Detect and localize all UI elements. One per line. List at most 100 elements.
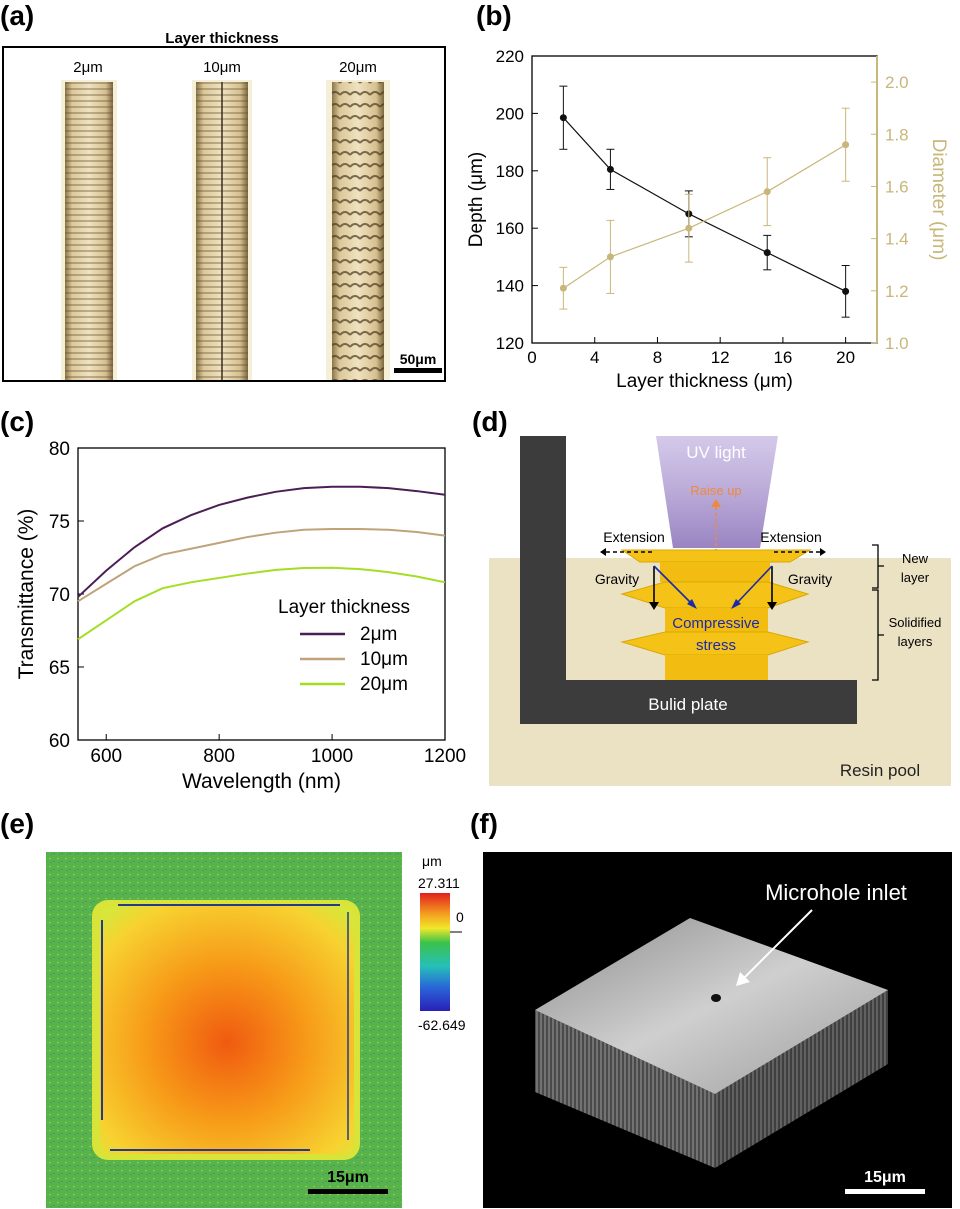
chart-c-xtick-label: 800: [203, 746, 235, 767]
chart-b-ytick-label: 140: [496, 277, 524, 296]
new-label: New: [902, 551, 929, 566]
chart-b-point-diameter: [606, 253, 614, 261]
chart-b-point-diameter: [763, 188, 771, 196]
col-label-20um: 20μm: [339, 59, 377, 76]
resin-pool-label: Resin pool: [840, 761, 920, 780]
chart-b-y2tick-label: 1.6: [885, 177, 909, 196]
scalebar-f-label: 15μm: [864, 1169, 906, 1186]
chart-c-xtick-label: 1000: [311, 746, 353, 767]
chart-b-point-depth: [842, 287, 850, 295]
scalebar-e: [308, 1189, 388, 1194]
chart-b-xtick-label: 12: [711, 348, 730, 367]
gravity-right-arrowhead: [767, 602, 777, 610]
block-top-face: [535, 918, 888, 1094]
compressive-label: Compressive: [672, 615, 760, 632]
block-right-face: [715, 990, 888, 1168]
scalebar-e-label: 15μm: [327, 1169, 369, 1186]
chart-c-xtick-label: 1200: [424, 746, 466, 767]
new-layer: [620, 549, 812, 563]
chart-c-ytick-label: 60: [49, 731, 70, 752]
chart-c-ytick-label: 70: [49, 585, 70, 606]
build-plate-label: Bulid plate: [648, 695, 727, 714]
chart-c-line-10μm: [77, 528, 446, 603]
panel-e-heightmap: 15μm μm 27.311 0 -62.649: [46, 852, 466, 1208]
panel-d-schematic: Bulid plate Resin pool UV light Raise up…: [489, 436, 951, 786]
build-plate: [520, 436, 857, 724]
gravity-right-label: Gravity: [788, 571, 832, 587]
col-label-10um: 10μm: [203, 59, 241, 76]
chart-b-ytick-label: 180: [496, 162, 524, 181]
stress-right-arrow: [735, 565, 773, 605]
chart-b-point-diameter: [685, 224, 693, 232]
brace-solidified: [872, 589, 884, 681]
extension-left-arrowhead: [600, 548, 606, 556]
extension-left-label: Extension: [603, 529, 664, 545]
colorbar-max: 27.311: [418, 875, 460, 891]
chart-b-line-diameter: [563, 144, 846, 289]
chart-c-legend-label: 2μm: [360, 624, 397, 645]
chart-b-xtick-label: 16: [773, 348, 792, 367]
extension-right-arrowhead: [820, 548, 826, 556]
chart-b-y2tick-label: 2.0: [885, 73, 909, 92]
brace-new-layer: [872, 544, 884, 589]
extension-right-label: Extension: [760, 529, 821, 545]
stress-label: stress: [696, 637, 736, 654]
panel-label-a: (a): [0, 0, 35, 31]
colorbar-zero: 0: [456, 909, 464, 925]
stress-right-arrowhead: [731, 599, 741, 609]
chart-b-point-depth: [763, 249, 771, 257]
chart-b-ytick-label: 220: [496, 47, 524, 66]
uv-light-beam: [656, 436, 778, 548]
chart-b: 0 4 8 12 16 20 120 140 160 180 200 220 1.0 1.2 1.4 1.6 1…: [466, 47, 949, 392]
stress-left-arrow: [653, 565, 693, 605]
object-body-2: [665, 608, 768, 632]
colorbar-unit: μm: [422, 853, 442, 869]
chart-b-xtick-label: 20: [836, 348, 855, 367]
object-body-3: [665, 655, 768, 680]
stress-left-arrowhead: [687, 599, 697, 609]
chart-c-line-2μm: [77, 485, 446, 598]
chart-b-xlabel: Layer thickness (μm): [616, 371, 793, 392]
chart-b-xtick-label: 4: [590, 348, 599, 367]
chart-c-xtick-label: 600: [90, 746, 122, 767]
panel-label-b: (b): [476, 0, 512, 31]
panel-a: Layer thickness 2μm 10μm 20μm 50μm: [2, 30, 446, 382]
microhole-annotation: Microhole inlet: [765, 880, 907, 905]
raise-up-label: Raise up: [690, 483, 741, 498]
col-label-2um: 2μm: [73, 59, 102, 76]
chart-b-point-diameter: [842, 141, 850, 149]
chart-b-y2tick-label: 1.0: [885, 334, 909, 353]
chart-b-frame: [531, 55, 878, 344]
chart-c-xlabel: Wavelength (nm): [182, 770, 341, 793]
chart-c-legend-title: Layer thickness: [278, 597, 410, 618]
panel-f-3d: Microhole inlet 15μm: [483, 852, 952, 1208]
panel-label-f: (f): [470, 808, 498, 839]
panel-label-c: (c): [0, 406, 35, 437]
gravity-left-arrowhead: [649, 602, 659, 610]
chart-c-ytick-label: 75: [49, 512, 70, 533]
chart-b-point-diameter: [559, 284, 567, 292]
chart-b-y2tick-label: 1.8: [885, 125, 909, 144]
microhole: [711, 994, 721, 1002]
chart-b-xtick-label: 8: [653, 348, 662, 367]
chart-b-ytick-label: 200: [496, 104, 524, 123]
block-front-face: [535, 1010, 715, 1168]
solidified-label: Solidified: [889, 615, 942, 630]
scalebar-a-label: 50μm: [400, 351, 437, 367]
panel-label-e: (e): [0, 808, 35, 839]
gravity-left-label: Gravity: [595, 571, 639, 587]
chart-b-y2tick-label: 1.2: [885, 282, 909, 301]
chart-c-line-20μm: [77, 566, 446, 641]
chart-b-y2tick-label: 1.4: [885, 230, 909, 249]
object-body-1: [660, 562, 770, 582]
chart-c: 600 800 1000 1200 60 65 70 75 80 Wavelength (nm) T…: [15, 439, 466, 793]
chart-c-ytick-label: 65: [49, 658, 70, 679]
chart-b-line-depth: [562, 117, 846, 292]
raise-up-arrowhead: [711, 499, 721, 507]
layer-label: layer: [901, 570, 930, 585]
chart-b-xtick-label: 0: [527, 348, 536, 367]
chart-b-point-depth: [559, 114, 567, 122]
chart-b-ytick-label: 160: [496, 219, 524, 238]
panel-a-title: Layer thickness: [165, 30, 278, 47]
